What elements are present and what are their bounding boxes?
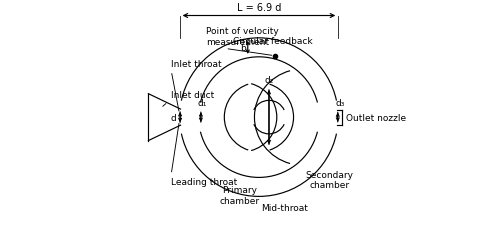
- Text: L = 6.9 d: L = 6.9 d: [236, 3, 281, 13]
- Text: Point of velocity
measurement: Point of velocity measurement: [206, 27, 279, 56]
- Text: b: b: [240, 44, 246, 53]
- Text: Leading throat: Leading throat: [170, 124, 237, 187]
- Text: d₁: d₁: [198, 99, 206, 108]
- Text: Secondary
chamber: Secondary chamber: [306, 170, 354, 189]
- Text: Inlet duct: Inlet duct: [163, 91, 214, 107]
- Text: d: d: [170, 113, 176, 122]
- Text: Mid-throat: Mid-throat: [261, 203, 308, 212]
- Text: Primary
chamber: Primary chamber: [220, 185, 260, 205]
- Text: d₂: d₂: [264, 75, 274, 84]
- Text: Circular feedback: Circular feedback: [232, 36, 312, 45]
- Text: Outlet nozzle: Outlet nozzle: [346, 113, 406, 122]
- Text: d₃: d₃: [336, 99, 345, 108]
- Text: Inlet throat: Inlet throat: [170, 60, 222, 112]
